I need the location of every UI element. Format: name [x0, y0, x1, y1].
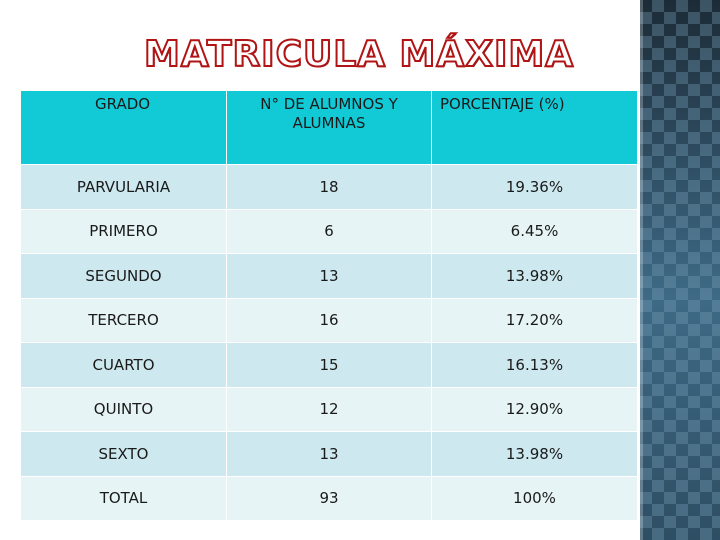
porcentaje-cell: 19.36%	[431, 164, 638, 210]
table-row: CUARTO 15 16.13%	[20, 342, 638, 388]
grado-cell: PARVULARIA	[20, 164, 227, 210]
grado-cell: CUARTO	[20, 342, 227, 388]
slide-title: MATRICULA MÁXIMA	[143, 33, 575, 76]
grado-cell: TOTAL	[20, 475, 227, 521]
alumnos-cell: 13	[226, 253, 432, 299]
table-row-total: TOTAL 93 100%	[20, 475, 638, 521]
porcentaje-cell: 12.90%	[431, 386, 638, 432]
column-header-grado: GRADO	[20, 90, 227, 165]
grado-cell: SEGUNDO	[20, 253, 227, 299]
alumnos-cell: 16	[226, 297, 432, 343]
porcentaje-cell: 6.45%	[431, 208, 638, 254]
table-row: QUINTO 12 12.90%	[20, 386, 638, 432]
table-row: TERCERO 16 17.20%	[20, 297, 638, 343]
porcentaje-cell: 17.20%	[431, 297, 638, 343]
alumnos-cell: 12	[226, 386, 432, 432]
porcentaje-cell: 16.13%	[431, 342, 638, 388]
porcentaje-cell: 13.98%	[431, 253, 638, 299]
table-row: PARVULARIA 18 19.36%	[20, 164, 638, 210]
grado-cell: QUINTO	[20, 386, 227, 432]
table-row: PRIMERO 6 6.45%	[20, 208, 638, 254]
table-row: SEGUNDO 13 13.98%	[20, 253, 638, 299]
table-header-row: GRADO N° DE ALUMNOS Y ALUMNAS PORCENTAJE…	[20, 90, 638, 165]
decorative-side-panel	[640, 0, 720, 540]
porcentaje-cell: 13.98%	[431, 431, 638, 477]
grado-cell: PRIMERO	[20, 208, 227, 254]
enrollment-table: GRADO N° DE ALUMNOS Y ALUMNAS PORCENTAJE…	[20, 90, 638, 521]
side-panel-edge	[640, 0, 643, 540]
alumnos-cell: 13	[226, 431, 432, 477]
grado-cell: TERCERO	[20, 297, 227, 343]
table-row: SEXTO 13 13.98%	[20, 431, 638, 477]
column-header-porcentaje: PORCENTAJE (%)	[431, 90, 638, 165]
alumnos-cell: 18	[226, 164, 432, 210]
column-header-alumnos: N° DE ALUMNOS Y ALUMNAS	[226, 90, 432, 165]
alumnos-cell: 15	[226, 342, 432, 388]
alumnos-cell: 6	[226, 208, 432, 254]
grado-cell: SEXTO	[20, 431, 227, 477]
alumnos-cell: 93	[226, 475, 432, 521]
porcentaje-cell: 100%	[431, 475, 638, 521]
